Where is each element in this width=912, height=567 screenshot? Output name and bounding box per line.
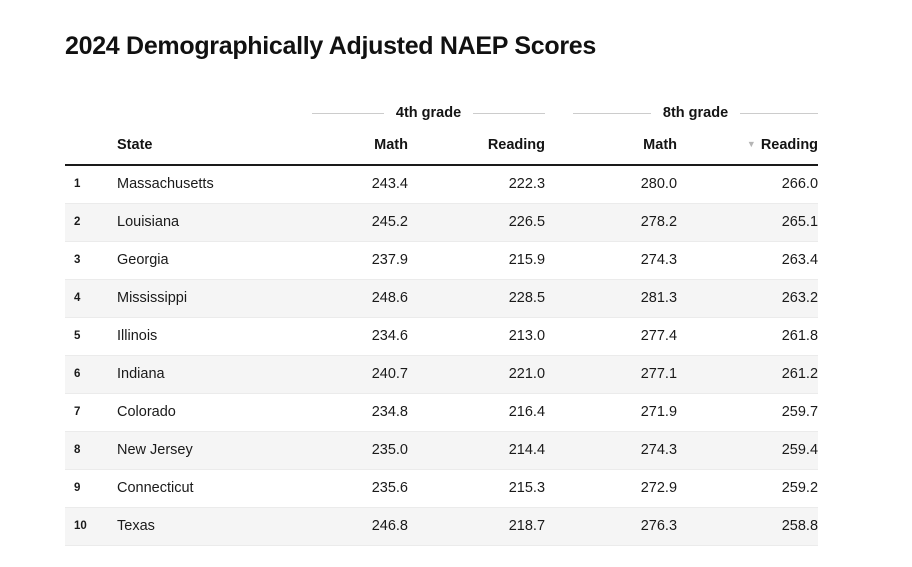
- state-cell: Mississippi: [117, 279, 312, 318]
- naep-scores-table: 4th grade 8th grade State Math Reading: [65, 105, 819, 546]
- group-header-spacer: [65, 105, 312, 131]
- rank-cell: 9: [65, 469, 117, 508]
- g4-reading-cell: 214.4: [408, 431, 546, 470]
- rank-column-header: [65, 131, 117, 166]
- g8-math-cell: 271.9: [545, 393, 678, 432]
- g4-reading-cell: 228.5: [408, 279, 546, 318]
- rank-cell: 4: [65, 279, 117, 318]
- g4-reading-cell: 215.3: [408, 469, 546, 508]
- rank-cell: 3: [65, 241, 117, 280]
- g4-math-cell: 235.6: [312, 469, 408, 508]
- table-row: 9 Connecticut 235.6 215.3 272.9 259.2: [65, 469, 819, 508]
- g4-reading-cell: 216.4: [408, 393, 546, 432]
- g8-reading-column-label: Reading: [760, 137, 819, 153]
- g8-math-cell: 272.9: [545, 469, 678, 508]
- g8-reading-cell: 261.2: [677, 355, 819, 394]
- g4-math-column-header[interactable]: Math: [312, 131, 408, 166]
- g4-reading-cell: 226.5: [408, 203, 546, 242]
- group-label-4th-grade: 4th grade: [395, 105, 462, 121]
- g8-reading-cell: 263.4: [677, 241, 819, 280]
- table-row: 10 Texas 246.8 218.7 276.3 258.8: [65, 507, 819, 546]
- g8-reading-cell: 261.8: [677, 317, 819, 356]
- g8-math-cell: 277.4: [545, 317, 678, 356]
- rank-cell: 8: [65, 431, 117, 470]
- state-cell: Louisiana: [117, 203, 312, 242]
- group-divider-line: [573, 112, 651, 114]
- state-cell: Indiana: [117, 355, 312, 394]
- g4-math-cell: 243.4: [312, 165, 408, 204]
- group-label-8th-grade: 8th grade: [662, 105, 729, 121]
- g4-math-cell: 240.7: [312, 355, 408, 394]
- g8-reading-cell: 263.2: [677, 279, 819, 318]
- group-header-8th-grade: 8th grade: [545, 105, 819, 131]
- g8-math-column-header[interactable]: Math: [545, 131, 678, 166]
- group-header-row: 4th grade 8th grade: [65, 105, 819, 131]
- rank-cell: 1: [65, 165, 117, 204]
- state-cell: Massachusetts: [117, 165, 312, 204]
- g8-reading-cell: 259.7: [677, 393, 819, 432]
- g4-reading-cell: 221.0: [408, 355, 546, 394]
- state-cell: Colorado: [117, 393, 312, 432]
- table-row: 1 Massachusetts 243.4 222.3 280.0 266.0: [65, 165, 819, 204]
- table-row: 3 Georgia 237.9 215.9 274.3 263.4: [65, 241, 819, 280]
- table-row: 6 Indiana 240.7 221.0 277.1 261.2: [65, 355, 819, 394]
- state-cell: Georgia: [117, 241, 312, 280]
- state-cell: Illinois: [117, 317, 312, 356]
- g8-reading-cell: 266.0: [677, 165, 819, 204]
- g4-reading-column-header[interactable]: Reading: [408, 131, 546, 166]
- g8-math-cell: 277.1: [545, 355, 678, 394]
- state-cell: New Jersey: [117, 431, 312, 470]
- g4-math-cell: 245.2: [312, 203, 408, 242]
- sort-descending-icon: ▼: [746, 139, 756, 149]
- column-header-row: State Math Reading Math ▼ Reading: [65, 131, 819, 166]
- rank-cell: 2: [65, 203, 117, 242]
- g8-math-cell: 280.0: [545, 165, 678, 204]
- state-cell: Texas: [117, 507, 312, 546]
- table-row: 5 Illinois 234.6 213.0 277.4 261.8: [65, 317, 819, 356]
- g8-reading-cell: 258.8: [677, 507, 819, 546]
- g8-reading-cell: 259.4: [677, 431, 819, 470]
- g8-math-cell: 281.3: [545, 279, 678, 318]
- table-row: 7 Colorado 234.8 216.4 271.9 259.7: [65, 393, 819, 432]
- table-row: 2 Louisiana 245.2 226.5 278.2 265.1: [65, 203, 819, 242]
- g4-reading-cell: 218.7: [408, 507, 546, 546]
- g4-math-cell: 246.8: [312, 507, 408, 546]
- g8-reading-cell: 259.2: [677, 469, 819, 508]
- g4-reading-cell: 215.9: [408, 241, 546, 280]
- chart-title: 2024 Demographically Adjusted NAEP Score…: [65, 32, 596, 60]
- g4-math-cell: 248.6: [312, 279, 408, 318]
- rank-cell: 5: [65, 317, 117, 356]
- g8-math-cell: 278.2: [545, 203, 678, 242]
- table-row: 4 Mississippi 248.6 228.5 281.3 263.2: [65, 279, 819, 318]
- g8-reading-column-header[interactable]: ▼ Reading: [677, 131, 819, 166]
- g4-math-cell: 234.8: [312, 393, 408, 432]
- group-divider-line: [740, 112, 819, 114]
- g4-reading-cell: 222.3: [408, 165, 546, 204]
- rank-cell: 10: [65, 507, 117, 546]
- g4-reading-cell: 213.0: [408, 317, 546, 356]
- g4-math-cell: 235.0: [312, 431, 408, 470]
- rank-cell: 6: [65, 355, 117, 394]
- g4-math-cell: 234.6: [312, 317, 408, 356]
- group-header-4th-grade: 4th grade: [312, 105, 546, 131]
- state-column-header[interactable]: State: [117, 131, 312, 166]
- group-divider-line: [473, 112, 546, 114]
- table-body: 1 Massachusetts 243.4 222.3 280.0 266.0 2 Louis…: [65, 165, 819, 546]
- page: 2024 Demographically Adjusted NAEP Score…: [65, 32, 819, 546]
- g4-math-cell: 237.9: [312, 241, 408, 280]
- g8-math-cell: 274.3: [545, 431, 678, 470]
- table-row: 8 New Jersey 235.0 214.4 274.3 259.4: [65, 431, 819, 470]
- g8-math-cell: 274.3: [545, 241, 678, 280]
- state-cell: Connecticut: [117, 469, 312, 508]
- g8-reading-cell: 265.1: [677, 203, 819, 242]
- group-divider-line: [312, 112, 384, 114]
- rank-cell: 7: [65, 393, 117, 432]
- g8-math-cell: 276.3: [545, 507, 678, 546]
